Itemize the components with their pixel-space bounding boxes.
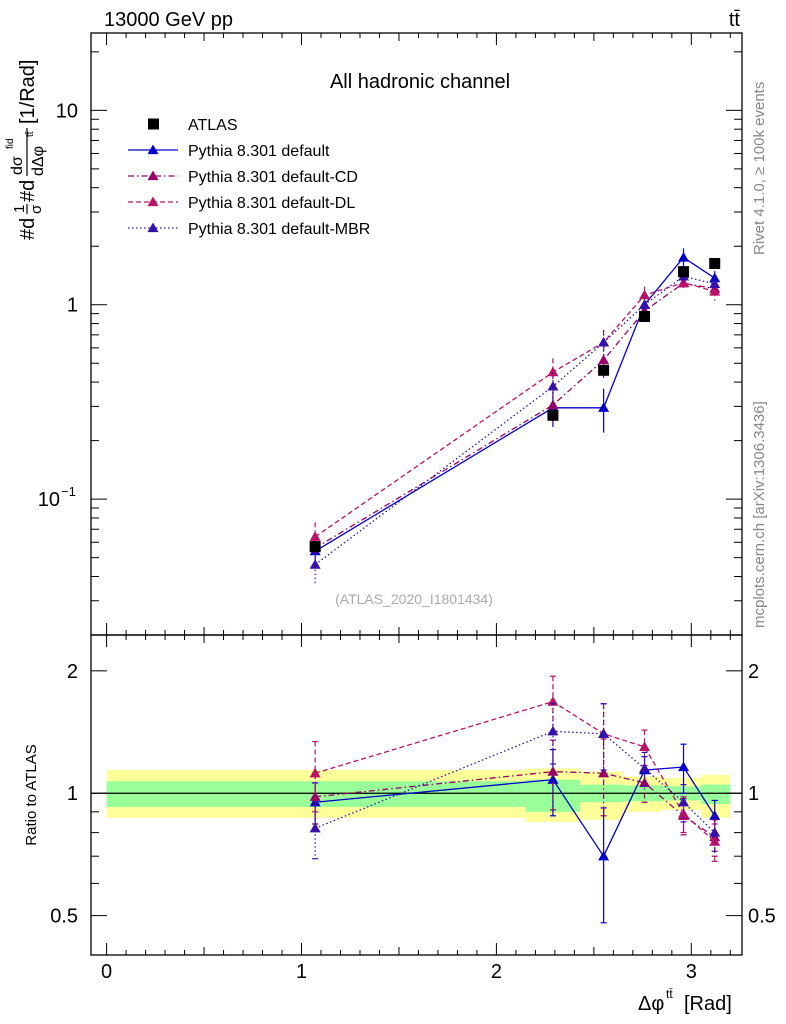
- mcplots-label: mcplots.cern.ch [arXiv:1306.3436]: [751, 401, 768, 628]
- legend-label: Pythia 8.301 default-CD: [188, 169, 358, 186]
- ylabel-dphi: dΔφ: [30, 146, 47, 176]
- data-point-marker: [678, 251, 690, 262]
- ratio-series-line-2: [314, 700, 716, 843]
- legend-marker: [147, 144, 159, 155]
- ratio-point-marker: [309, 791, 321, 801]
- main-marks: [309, 248, 721, 584]
- ratio-point-marker: [309, 767, 321, 778]
- xlabel-unit: [Rad]: [684, 993, 732, 1015]
- data-point-marker: [547, 366, 559, 377]
- data-point-marker: [709, 285, 721, 296]
- legend-label: Pythia 8.301 default-MBR: [188, 221, 370, 238]
- data-point-marker: [309, 531, 321, 541]
- chart-title: All hadronic channel: [330, 71, 510, 93]
- data-point-marker: [547, 380, 559, 391]
- ylabel-hash-d: #d: [17, 218, 39, 240]
- data-point-marker: [598, 402, 610, 412]
- ylabel-hash-d-2: #d: [17, 180, 39, 202]
- legend-marker: [147, 170, 159, 181]
- ratio-point-marker: [547, 774, 559, 784]
- ratio-point-marker: [709, 810, 721, 820]
- data-point-marker: [547, 399, 559, 410]
- atlas-data-point: [678, 266, 690, 278]
- ratio-marks: [309, 675, 721, 924]
- ylabel-dsigma: dσ: [9, 156, 26, 175]
- ratio-point-marker: [309, 822, 321, 833]
- data-point-marker: [639, 289, 651, 300]
- y-tick-label: 1: [67, 295, 78, 317]
- main-y-axis-label: #d 1 σ #d dσ fid dΔφ tt̄ [1/Rad]: [5, 60, 47, 240]
- ratio-point-marker: [639, 763, 651, 773]
- ylabel-one: 1: [11, 205, 28, 213]
- labels: 13000 GeV pp tt̄ All hadronic channel (A…: [23, 9, 768, 846]
- watermark: (ATLAS_2020_I1801434): [335, 591, 493, 607]
- ratio-point-marker: [547, 766, 559, 776]
- atlas-data-point: [309, 541, 321, 553]
- series-line-3: [314, 281, 715, 538]
- ratio-plot-frame: [90, 634, 743, 956]
- inner-uncertainty-band: [701, 784, 731, 805]
- legend-marker-atlas: [148, 118, 159, 130]
- ratio-series-line-3: [314, 730, 716, 834]
- ratio-point-marker: [639, 777, 651, 788]
- ylabel-unit: [1/Rad]: [17, 60, 39, 124]
- ratio-y-axis-label: Ratio to ATLAS: [23, 744, 40, 845]
- atlas-data-point: [709, 257, 721, 269]
- ratio-y-tick-label: 0.5: [50, 906, 78, 928]
- ratio-y-tick-label-right: 0.5: [748, 906, 776, 928]
- ylabel-ttbar-sup: tt̄: [24, 131, 36, 137]
- ratio-point-marker: [598, 850, 610, 861]
- process-label: tt̄: [729, 9, 741, 31]
- ratio-point-marker: [639, 741, 651, 752]
- ylabel-fid: fid: [5, 138, 16, 149]
- y-tick-label-exponent: −1: [61, 484, 76, 499]
- data-point-marker: [309, 559, 321, 569]
- x-tick-label: 2: [491, 961, 502, 983]
- legend-marker: [147, 222, 159, 233]
- legend-marker: [147, 196, 159, 207]
- data-point-marker: [598, 354, 610, 365]
- data-point-marker: [709, 278, 721, 289]
- legend-label: Pythia 8.301 default-DL: [188, 195, 355, 212]
- ratio-point-marker: [678, 796, 690, 807]
- y-tick-label: 10: [38, 489, 60, 511]
- x-tick-label: 3: [686, 961, 697, 983]
- ratio-point-marker: [547, 725, 559, 736]
- ratio-y-tick-label-right: 1: [748, 783, 759, 805]
- ratio-panel: 0 1 2 3 0.5 0.5 1 1 2 2: [50, 634, 776, 983]
- xlabel-ttbar-sup: tt̄: [666, 987, 673, 1001]
- ratio-y-tick-label-right: 2: [748, 661, 759, 683]
- x-tick-label: 0: [101, 961, 112, 983]
- ratio-y-tick-label: 1: [67, 783, 78, 805]
- ratio-series-line-0: [315, 766, 716, 858]
- data-point-marker: [598, 336, 610, 347]
- rivet-label: Rivet 4.1.0, ≥ 100k events: [751, 82, 768, 255]
- legend-label: ATLAS: [188, 117, 238, 134]
- energy-label: 13000 GeV pp: [104, 9, 233, 31]
- x-tick-label: 1: [296, 961, 307, 983]
- y-tick-label: 10: [56, 100, 78, 122]
- legend: ATLAS Pythia 8.301 default Pythia 8.301 de…: [128, 117, 370, 238]
- ratio-point-marker: [709, 827, 721, 837]
- ratio-series-line-1: [315, 770, 716, 838]
- atlas-data-point: [639, 310, 651, 322]
- ylabel-sigma: σ: [28, 204, 45, 214]
- xlabel-dphi: Δφ: [638, 993, 664, 1015]
- atlas-data-point: [598, 364, 610, 376]
- series-line-4: [314, 275, 715, 566]
- data-point-marker: [639, 299, 651, 309]
- series-line-1: [314, 256, 716, 552]
- ratio-point-marker: [598, 728, 610, 738]
- x-axis-label: Δφ tt̄ [Rad]: [638, 987, 732, 1015]
- legend-label: Pythia 8.301 default: [188, 143, 330, 160]
- atlas-data-point: [547, 409, 559, 421]
- ratio-point-marker: [678, 761, 690, 772]
- ratio-point-marker: [598, 767, 610, 778]
- ratio-y-tick-label: 2: [67, 661, 78, 683]
